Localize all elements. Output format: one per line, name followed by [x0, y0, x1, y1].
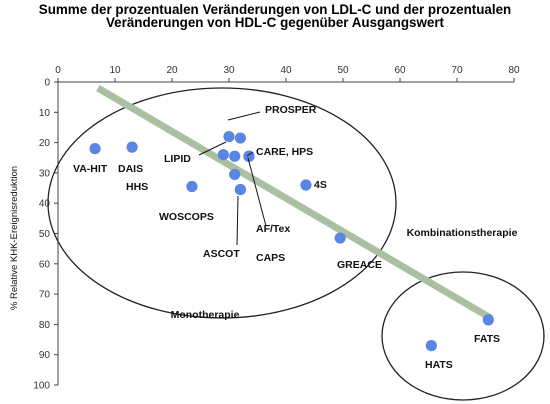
y-tick-label: 100 [33, 381, 50, 392]
y-tick-label: 50 [39, 229, 51, 240]
y-axis-label: % Relative KHK-Ereignisreduktion [9, 166, 20, 310]
point-label: PROSPER [265, 104, 317, 116]
data-point [425, 340, 437, 352]
x-tick-label: 80 [508, 65, 520, 76]
group-ellipse [381, 271, 545, 401]
y-tick-label: 10 [39, 108, 51, 119]
point-label: VA-HIT [73, 163, 108, 175]
chart-title: Summe der prozentualen Veränderungen von… [0, 3, 550, 29]
data-point [334, 232, 346, 244]
y-tick-label: 80 [39, 320, 51, 331]
y-tick-label: 60 [39, 259, 51, 270]
point-label: 4S [314, 179, 327, 191]
x-tick-label: 10 [109, 65, 121, 76]
data-point [234, 183, 246, 196]
x-tick-label: 0 [55, 65, 61, 76]
trend-line [96, 85, 493, 322]
data-point [217, 149, 229, 161]
x-tick-label: 70 [451, 65, 463, 76]
point-label: CARE, HPS [256, 146, 313, 158]
y-tick-label: 0 [44, 78, 50, 89]
y-tick-label: 70 [39, 290, 51, 301]
x-tick-label: 20 [166, 65, 178, 76]
group-label: Kombinationstherapie [407, 227, 518, 239]
data-point [229, 168, 241, 181]
y-tick-label: 20 [39, 138, 51, 149]
point-label: DAIS [118, 163, 143, 175]
y-tick-label: 30 [39, 168, 51, 179]
point-label: GREACE [337, 259, 382, 271]
data-point [186, 180, 198, 193]
group-ellipse [47, 87, 397, 319]
leader-line [227, 111, 261, 121]
chart-title-line-2: Veränderungen von HDL-C gegenüber Ausgan… [105, 15, 445, 30]
point-label: HATS [425, 359, 453, 371]
point-label: FATS [474, 333, 500, 345]
x-tick-label: 30 [223, 65, 235, 76]
group-ellipses: Monotherapie Kombinationstherapie [47, 87, 545, 401]
point-label: WOSCOPS [159, 211, 214, 223]
data-point [223, 130, 235, 143]
x-tick-label: 50 [337, 65, 349, 76]
leader-line [198, 141, 227, 156]
data-point [229, 150, 241, 162]
point-label: LIPID [164, 153, 191, 165]
data-points [89, 130, 494, 352]
group-label: Monotherapie [171, 309, 240, 321]
leader-line [246, 151, 254, 157]
point-label: CAPS [256, 252, 285, 264]
data-point [89, 143, 101, 155]
x-tick-label: 60 [394, 65, 406, 76]
leader-line [247, 157, 267, 227]
data-point [126, 141, 138, 153]
point-label: HHS [126, 181, 148, 193]
x-tick-label: 40 [280, 65, 292, 76]
data-point [482, 314, 494, 326]
y-tick-label: 40 [39, 199, 51, 210]
data-point [243, 150, 255, 162]
data-point [300, 179, 312, 191]
point-labels: VA-HIT DAIS HHS PROSPER LIPID CARE, HPS WOSCOP… [73, 104, 500, 371]
axes: 0 10 20 30 40 50 60 70 80 0 10 20 30 40 50 60 70 80 90 100 [33, 65, 520, 392]
trend-line-layer [96, 85, 493, 322]
chart-title-line-1: Summe der prozentualen Veränderungen von… [38, 2, 512, 17]
y-tick-label: 90 [39, 350, 51, 361]
leader-line [236, 195, 239, 246]
point-label: ASCOT [203, 248, 240, 260]
point-label: AF/Tex [256, 223, 290, 235]
data-point [234, 132, 246, 144]
